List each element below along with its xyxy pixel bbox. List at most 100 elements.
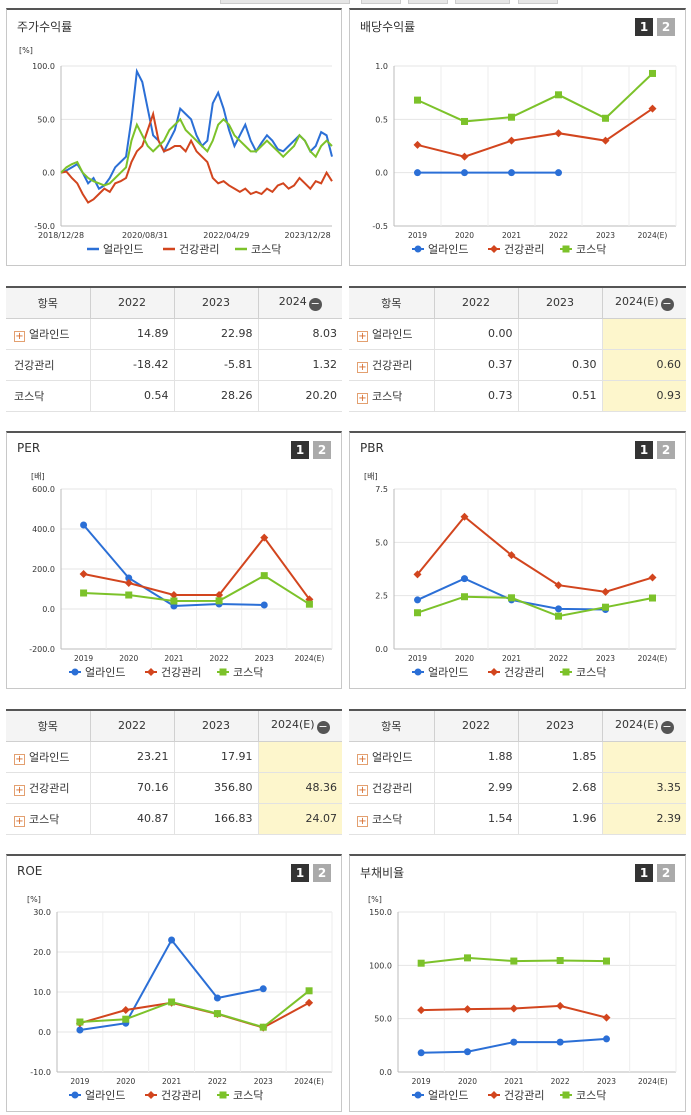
view-1-button[interactable]: 1 xyxy=(291,864,309,882)
table-cell: 0.30 xyxy=(517,349,602,381)
header-label: 항목 xyxy=(37,719,58,733)
header-label: 2024 xyxy=(278,294,307,308)
x-tick-label: 2023/12/28 xyxy=(285,231,331,240)
data-point xyxy=(555,605,562,613)
expand-icon[interactable]: + xyxy=(357,815,368,827)
view-1-button[interactable]: 1 xyxy=(635,441,653,459)
legend-label: 얼라인드 xyxy=(85,665,125,679)
stock-return-table: 항목 2022 2023 2024− + 얼라인드 14.89 22.98 8.03 건강관리 -1… xyxy=(6,286,342,412)
collapse-icon[interactable]: − xyxy=(316,719,330,734)
data-point xyxy=(464,1048,471,1056)
data-point xyxy=(603,957,610,965)
y-tick-label: 10.0 xyxy=(33,988,51,997)
data-point xyxy=(554,581,563,590)
table-header: 2024(E) − xyxy=(601,287,686,319)
y-tick-label: 200.0 xyxy=(32,565,55,574)
expand-icon[interactable]: + xyxy=(357,392,368,404)
y-tick-label: 30.0 xyxy=(33,908,51,917)
top-tab[interactable] xyxy=(361,0,401,4)
table-row: + 코스닥 40.87 166.83 24.07 xyxy=(6,803,342,835)
expand-icon[interactable]: + xyxy=(357,330,368,342)
data-point xyxy=(562,1091,570,1099)
table-cell: 3.35 xyxy=(601,772,686,804)
data-point xyxy=(463,1005,472,1014)
table-cell: 0.00 xyxy=(433,318,518,350)
data-point xyxy=(260,572,268,580)
expand-icon[interactable]: + xyxy=(14,753,25,765)
table-row: + 얼라인드 1.88 1.85 xyxy=(349,741,686,773)
table-cell: 0.51 xyxy=(517,380,602,412)
table-cell: 1.54 xyxy=(433,803,518,835)
data-point xyxy=(260,533,269,542)
collapse-icon[interactable]: − xyxy=(660,296,674,311)
view-2-button[interactable]: 2 xyxy=(657,864,675,882)
y-tick-label: 0.0 xyxy=(375,645,388,654)
row-label: 얼라인드 xyxy=(29,750,70,764)
data-point xyxy=(490,1091,498,1099)
y-tick-label: 0.0 xyxy=(42,605,55,614)
x-tick-label: 2020 xyxy=(455,231,474,240)
view-2-button[interactable]: 2 xyxy=(657,18,675,36)
data-point xyxy=(147,1091,155,1099)
table-cell: 0.37 xyxy=(433,349,518,381)
data-point xyxy=(648,104,657,113)
y-tick-label: 20.0 xyxy=(33,948,51,957)
y-tick-label: 600.0 xyxy=(32,485,55,494)
view-2-button[interactable]: 2 xyxy=(313,441,331,459)
table-cell: 166.83 xyxy=(173,803,258,835)
stock-return-panel: 주가수익률 [%] 100.0 50.0 0.0 -50.0 2018/12/28 2020… xyxy=(6,8,342,266)
x-tick-label: 2019 xyxy=(74,654,93,663)
top-tab[interactable] xyxy=(455,0,510,4)
data-point xyxy=(508,169,515,177)
y-tick-label: -0.5 xyxy=(372,222,388,231)
expand-icon[interactable]: + xyxy=(357,784,368,796)
table-header: 항목 xyxy=(6,710,90,742)
panel-title: ROE xyxy=(17,864,43,878)
expand-icon[interactable]: + xyxy=(14,815,25,827)
expand-icon[interactable]: + xyxy=(357,753,368,765)
legend-label: 코스닥 xyxy=(251,243,281,256)
view-1-button[interactable]: 1 xyxy=(635,18,653,36)
x-tick-label: 2020 xyxy=(119,654,138,663)
data-point xyxy=(80,521,88,529)
view-1-button[interactable]: 1 xyxy=(635,864,653,882)
expand-icon[interactable]: + xyxy=(357,361,368,373)
table-cell: 28.26 xyxy=(173,380,258,412)
collapse-icon[interactable]: − xyxy=(660,719,674,734)
x-tick-label: 2024(E) xyxy=(294,1077,324,1086)
legend-label: 얼라인드 xyxy=(428,1088,468,1102)
view-2-button[interactable]: 2 xyxy=(313,864,331,882)
collapse-icon[interactable]: − xyxy=(308,296,322,311)
series-line xyxy=(417,595,653,618)
unit-label: [배] xyxy=(31,472,45,481)
x-tick-label: 2022/04/29 xyxy=(203,231,249,240)
expand-icon[interactable]: + xyxy=(14,784,25,796)
data-point xyxy=(460,512,469,521)
data-point xyxy=(125,574,133,582)
data-point xyxy=(417,959,425,967)
x-tick-label: 2019 xyxy=(70,1077,89,1086)
table-cell xyxy=(601,741,686,773)
y-tick-label: -10.0 xyxy=(30,1068,51,1077)
data-point xyxy=(508,113,515,121)
view-2-button[interactable]: 2 xyxy=(657,441,675,459)
row-label: 얼라인드 xyxy=(372,750,413,764)
pbr-chart: [배] 7.5 5.0 2.5 0.0 2019 2020 2021 2022 2023 2024(… xyxy=(364,472,677,679)
series-line xyxy=(60,67,333,191)
top-tab[interactable] xyxy=(408,0,448,4)
table-cell: 2.39 xyxy=(601,803,686,835)
debt-ratio-chart: [%] 150.0 100.0 50.0 0.0 2019 2020 2021 2022 2023… xyxy=(368,895,677,1102)
x-tick-label: 2021 xyxy=(502,654,521,663)
unit-label: [%] xyxy=(27,895,41,904)
data-point xyxy=(121,1006,130,1014)
data-point xyxy=(125,591,133,599)
top-tab[interactable] xyxy=(220,0,350,4)
data-point xyxy=(414,1091,422,1099)
legend-label: 건강관리 xyxy=(504,243,544,256)
x-tick-label: 2021 xyxy=(502,231,521,240)
view-1-button[interactable]: 1 xyxy=(291,441,309,459)
top-tab[interactable] xyxy=(518,0,558,4)
expand-icon[interactable]: + xyxy=(14,330,25,342)
table-header: 2024(E) − xyxy=(257,710,342,742)
